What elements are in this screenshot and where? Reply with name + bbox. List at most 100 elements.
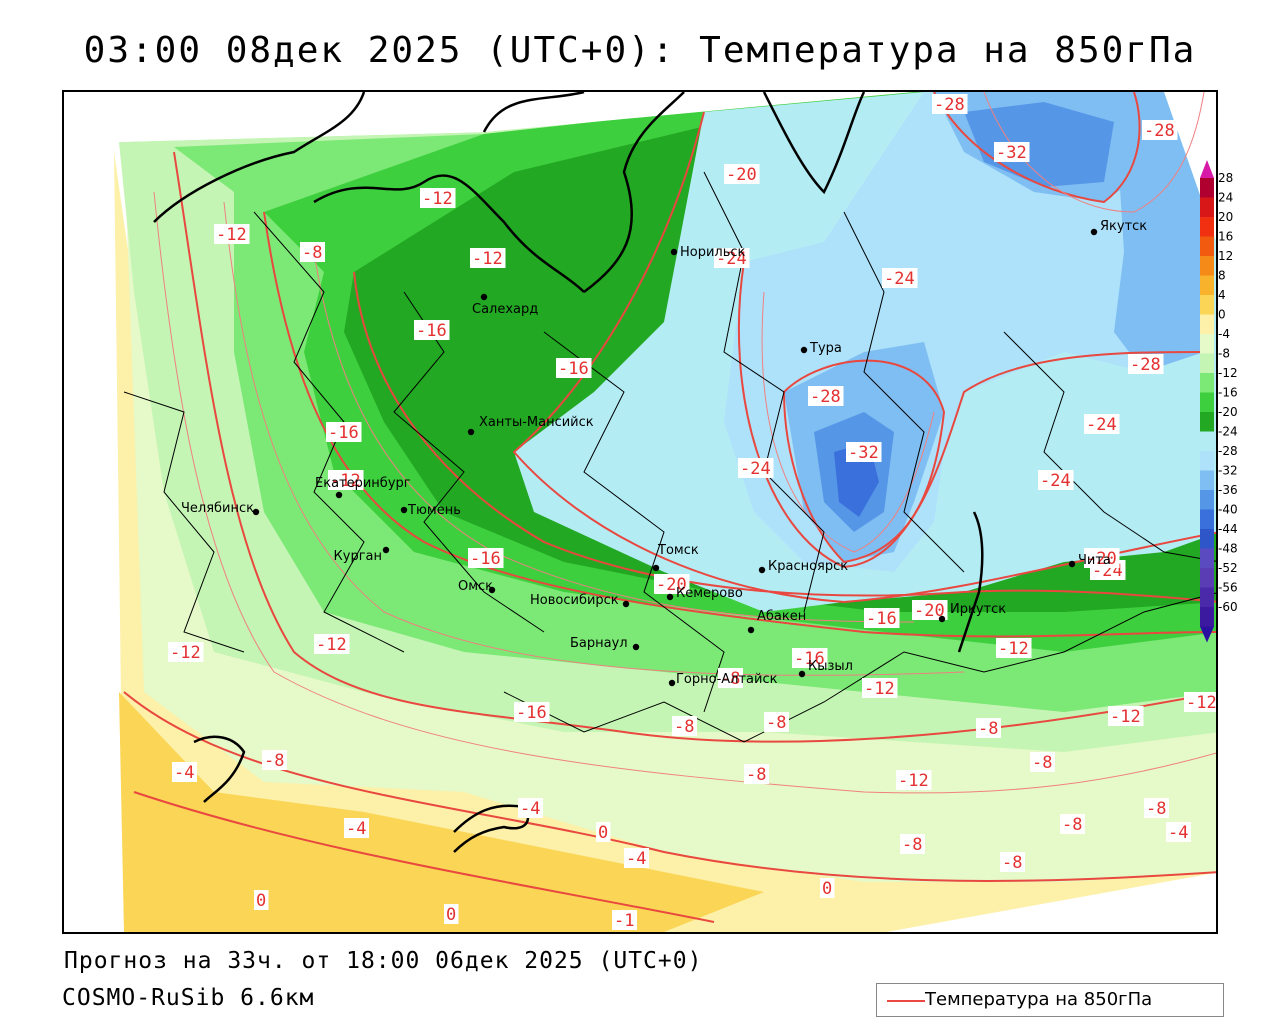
isotherm-label: -4 bbox=[1166, 822, 1191, 843]
isotherm-label-text: -32 bbox=[848, 443, 879, 463]
city-marker: Ханты-Мансийск bbox=[467, 415, 594, 436]
isotherm-label-bg bbox=[172, 762, 197, 782]
coastline bbox=[762, 92, 866, 195]
colorbar-swatch bbox=[1200, 392, 1214, 413]
city-label: Ханты-Мансийск bbox=[479, 415, 594, 430]
isotherm-label: 0 bbox=[820, 878, 835, 899]
isotherm-label: -12 bbox=[896, 770, 932, 791]
isotherm-label-text: -16 bbox=[558, 359, 589, 379]
city-label: Салехард bbox=[472, 302, 538, 317]
colorbar-swatch bbox=[1200, 607, 1214, 627]
isotherm-lines bbox=[123, 92, 1216, 923]
isotherm-label: -12 bbox=[420, 188, 456, 209]
colorbar-swatch bbox=[1200, 314, 1214, 335]
isotherm-label-bg bbox=[556, 358, 592, 378]
border-line bbox=[1003, 331, 1216, 562]
border-line bbox=[393, 291, 545, 633]
isotherm-label: -24 bbox=[1038, 470, 1074, 491]
isotherm-label-bg bbox=[996, 638, 1032, 658]
isotherm-label-text: -24 bbox=[740, 459, 771, 479]
city-dot bbox=[800, 346, 808, 354]
city-label: Абакен bbox=[757, 609, 806, 624]
colorbar-tick-label: -28 bbox=[1218, 444, 1238, 458]
isotherm-label-bg bbox=[596, 822, 611, 842]
isotherm-label: -12 bbox=[168, 642, 204, 663]
coastline bbox=[957, 511, 984, 653]
colorbar-swatch bbox=[1200, 470, 1214, 491]
colorbar-swatch bbox=[1200, 548, 1214, 569]
isotherm-label: -20 bbox=[724, 164, 760, 185]
isotherm-label-text: -20 bbox=[914, 601, 945, 621]
coastline bbox=[453, 804, 530, 853]
city-dot bbox=[1068, 560, 1076, 568]
isotherm-label-text: -12 bbox=[170, 643, 201, 663]
city-label: Якутск bbox=[1100, 219, 1147, 234]
isotherm-label-bg bbox=[1000, 852, 1025, 872]
isotherm-label-text: -4 bbox=[626, 849, 646, 869]
city-label: Кызыл bbox=[808, 659, 853, 674]
city-dot bbox=[252, 508, 260, 516]
colorbar-tick-label: 8 bbox=[1218, 269, 1226, 283]
isotherm-label: -4 bbox=[172, 762, 197, 783]
city-marker: Красноярск bbox=[758, 559, 848, 574]
city-dot bbox=[668, 679, 676, 687]
colorbar-tick-label: -16 bbox=[1218, 386, 1238, 400]
isotherm-label-bg bbox=[612, 910, 637, 930]
isotherm-label-text: -1 bbox=[614, 911, 634, 931]
isotherm-label: -8 bbox=[764, 712, 789, 733]
colorbar-swatch bbox=[1200, 275, 1214, 296]
city-label: Красноярск bbox=[768, 559, 848, 574]
isotherm-label-text: -4 bbox=[1168, 823, 1188, 843]
city-marker: Челябинск bbox=[181, 501, 260, 516]
isotherm-label: -28 bbox=[932, 94, 968, 115]
map-panel[interactable]: -28 -32 -28 -20 -12 -12 -8 -12 -24 -24 -16 -16 -28 -3… bbox=[62, 90, 1218, 934]
isotherm-label: -28 bbox=[1128, 354, 1164, 375]
isotherm-label: -28 bbox=[808, 386, 844, 407]
isotherm-label: -8 bbox=[300, 242, 325, 263]
isotherm-label: -4 bbox=[624, 848, 649, 869]
city-label: Тура bbox=[809, 341, 842, 356]
city-dot bbox=[467, 428, 475, 436]
isotherm-label-text: -12 bbox=[472, 249, 503, 269]
isotherm-label-text: -28 bbox=[934, 95, 965, 115]
isotherm-label-bg bbox=[718, 668, 743, 688]
city-label: Челябинск bbox=[181, 501, 254, 516]
colorbar-tick-label: 4 bbox=[1218, 288, 1226, 302]
city-label: Иркутск bbox=[950, 602, 1006, 617]
city-marker: Якутск bbox=[1090, 219, 1147, 236]
isotherm-label-text: -4 bbox=[346, 819, 366, 839]
isotherm-line bbox=[353, 271, 1216, 603]
city-dot bbox=[938, 615, 946, 623]
isotherm-label-bg bbox=[882, 268, 918, 288]
colorbar-tick-label: -44 bbox=[1218, 522, 1238, 536]
isotherm-label-bg bbox=[1030, 752, 1055, 772]
isotherm-line bbox=[933, 92, 1141, 204]
isotherm-label-bg bbox=[1144, 798, 1169, 818]
isotherm-label-bg bbox=[300, 242, 325, 262]
city-label: Тюмень bbox=[407, 503, 461, 518]
isotherm-label-bg bbox=[314, 634, 350, 654]
colorbar-tick-label: -20 bbox=[1218, 405, 1238, 419]
isotherm-label-bg bbox=[1060, 814, 1085, 834]
border-line bbox=[503, 592, 1216, 743]
colorbar-top-arrow bbox=[1200, 160, 1214, 178]
isotherm-label: -16 bbox=[468, 548, 504, 569]
isotherm-labels: -28 -32 -28 -20 -12 -12 -8 -12 -24 -24 -16 -16 -28 -3… bbox=[168, 94, 1216, 931]
isotherm-label: 0 bbox=[254, 890, 269, 911]
isotherm-label: -4 bbox=[518, 798, 543, 819]
isotherm-label: -16 bbox=[864, 608, 900, 629]
isotherm-label-text: -8 bbox=[1032, 753, 1052, 773]
isotherm-line bbox=[782, 359, 946, 564]
isotherm-label-text: -12 bbox=[998, 639, 1029, 659]
isotherm-label-text: -28 bbox=[810, 387, 841, 407]
city-label: Новосибирск bbox=[530, 593, 619, 608]
field-minus32-north-core bbox=[964, 102, 1114, 187]
city-marker: Омск bbox=[458, 579, 496, 594]
isotherm-label: -24 bbox=[738, 458, 774, 479]
isotherm-label-bg bbox=[468, 548, 504, 568]
city-marker: Новосибирск bbox=[530, 593, 630, 608]
isotherm-label-text: 0 bbox=[822, 879, 832, 899]
colorbar-swatch bbox=[1200, 217, 1214, 237]
isotherm-label-bg bbox=[518, 798, 543, 818]
temperature-map[interactable]: -28 -32 -28 -20 -12 -12 -8 -12 -24 -24 -16 -16 -28 -3… bbox=[64, 92, 1218, 934]
